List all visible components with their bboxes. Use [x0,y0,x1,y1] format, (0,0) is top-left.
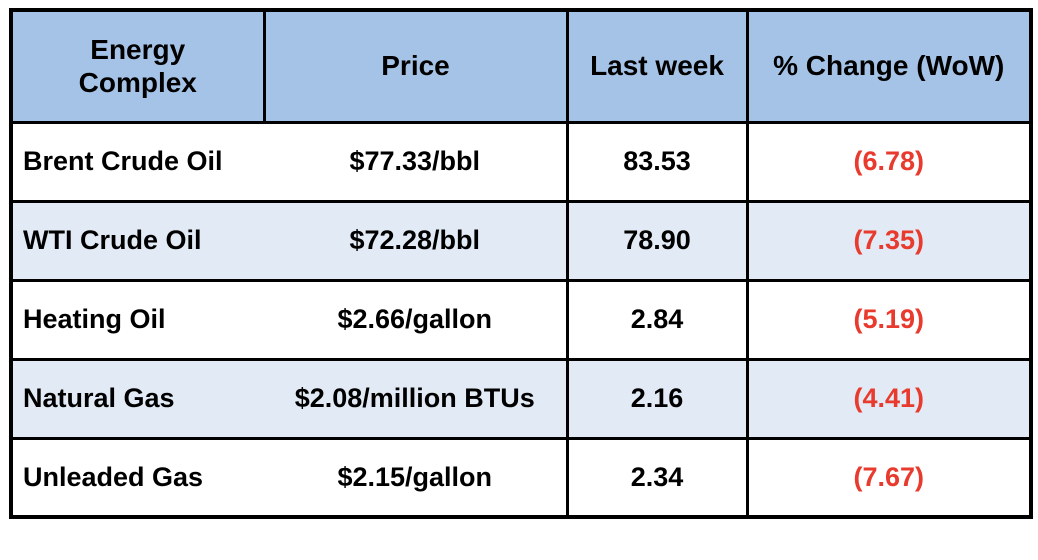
energy-complex-table: Energy Complex Price Last week % Change … [9,8,1033,519]
cell-percent-change: (4.41) [745,357,1033,440]
table-row: Brent Crude Oil $77.33/bbl 83.53 (6.78) [9,120,1033,203]
cell-commodity-name: WTI Crude Oil [9,199,264,282]
column-header-energy-complex: Energy Complex [9,8,266,124]
cell-price: $77.33/bbl [264,120,569,203]
cell-percent-change: (5.19) [745,278,1033,361]
table-row: Natural Gas $2.08/million BTUs 2.16 (4.4… [9,357,1033,440]
cell-price: $2.66/gallon [264,278,569,361]
cell-last-week: 2.84 [565,278,749,361]
cell-last-week: 2.16 [565,357,749,440]
column-header-label: Price [381,50,450,82]
cell-commodity-name: Brent Crude Oil [9,120,264,203]
cell-commodity-name: Heating Oil [9,278,264,361]
column-header-percent-change: % Change (WoW) [745,8,1033,124]
table-row: Unleaded Gas $2.15/gallon 2.34 (7.67) [9,436,1033,519]
cell-commodity-name: Unleaded Gas [9,436,264,519]
column-header-label: Energy Complex [78,33,197,99]
cell-last-week: 2.34 [565,436,749,519]
cell-percent-change: (6.78) [745,120,1033,203]
cell-percent-change: (7.67) [745,436,1033,519]
column-header-price: Price [262,8,569,124]
table-row: Heating Oil $2.66/gallon 2.84 (5.19) [9,278,1033,361]
table-row: WTI Crude Oil $72.28/bbl 78.90 (7.35) [9,199,1033,282]
header-row: Energy Complex Price Last week % Change … [9,8,1033,124]
column-header-last-week: Last week [565,8,749,124]
cell-price: $2.15/gallon [264,436,569,519]
cell-price: $2.08/million BTUs [264,357,569,440]
cell-price: $72.28/bbl [264,199,569,282]
cell-last-week: 83.53 [565,120,749,203]
cell-last-week: 78.90 [565,199,749,282]
column-header-label: % Change (WoW) [773,50,1005,82]
column-header-label: Last week [590,50,724,82]
cell-percent-change: (7.35) [745,199,1033,282]
cell-commodity-name: Natural Gas [9,357,264,440]
table-container: Energy Complex Price Last week % Change … [9,8,1033,519]
